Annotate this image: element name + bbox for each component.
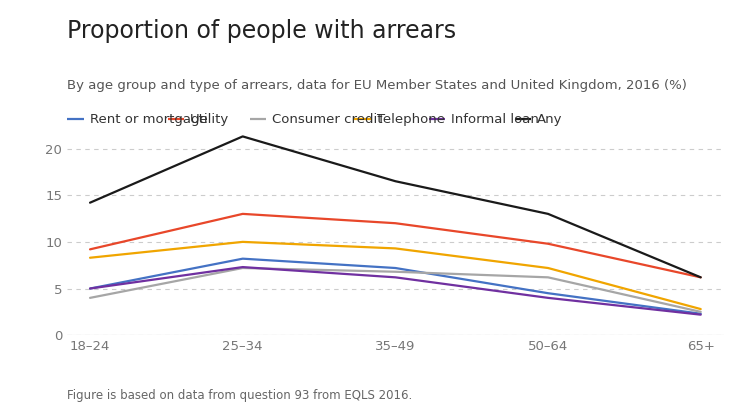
Text: Utility: Utility [190,113,230,126]
Text: By age group and type of arrears, data for EU Member States and United Kingdom, : By age group and type of arrears, data f… [67,79,687,93]
Text: Rent or mortgage: Rent or mortgage [90,113,207,126]
Text: Consumer credit: Consumer credit [272,113,383,126]
Text: Telephone: Telephone [377,113,445,126]
Text: Informal loan: Informal loan [451,113,539,126]
Text: Any: Any [537,113,562,126]
Text: Figure is based on data from question 93 from EQLS 2016.: Figure is based on data from question 93… [67,389,413,403]
Text: Proportion of people with arrears: Proportion of people with arrears [67,19,457,44]
